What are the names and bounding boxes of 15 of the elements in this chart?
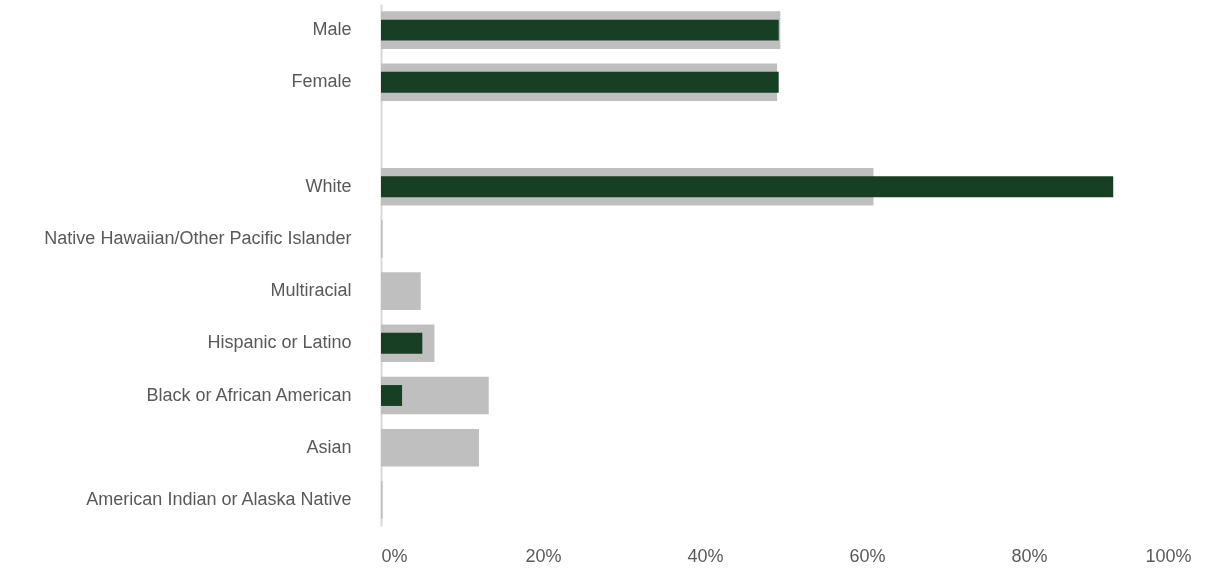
x-tick-label: 0%: [381, 545, 408, 566]
y-tick-label: Hispanic or Latino: [207, 332, 352, 353]
x-tick-label: 20%: [525, 545, 562, 566]
y-tick-label: Multiracial: [270, 280, 352, 301]
x-tick-label: 80%: [1011, 545, 1048, 566]
y-tick-label: American Indian or Alaska Native: [86, 488, 352, 509]
y-tick-label: Black or African American: [146, 384, 352, 405]
x-tick-label: 60%: [849, 545, 886, 566]
y-tick-label: Female: [291, 71, 352, 92]
y-tick-label: Male: [312, 19, 352, 40]
y-tick-label: White: [305, 175, 352, 196]
x-tick-label: 40%: [687, 545, 724, 566]
y-tick-label: Asian: [306, 436, 352, 457]
x-tick-label: 100%: [1145, 545, 1192, 566]
y-tick-label: Native Hawaiian/Other Pacific Islander: [44, 227, 352, 248]
